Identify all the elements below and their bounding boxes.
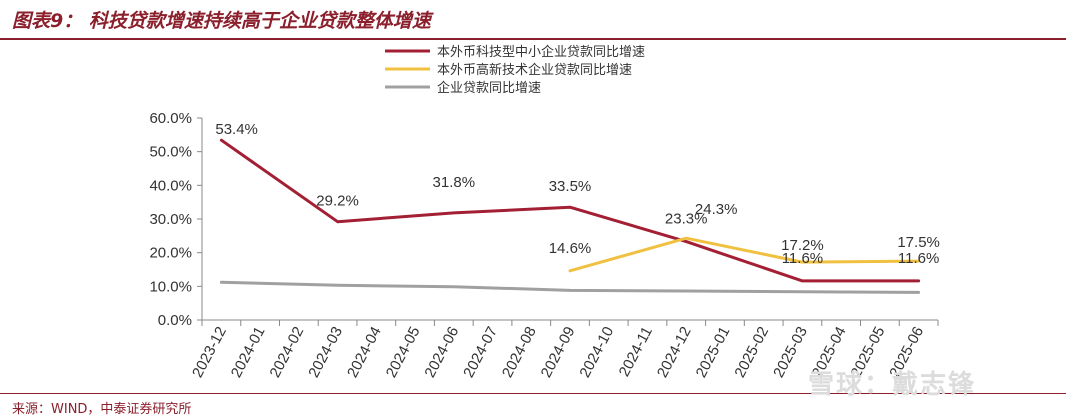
y-tick-label: 50.0% bbox=[149, 144, 192, 161]
data-label: 53.4% bbox=[215, 121, 258, 138]
x-tick-label: 2024-06 bbox=[421, 324, 462, 381]
y-tick-label: 40.0% bbox=[149, 177, 192, 194]
y-tick-label: 60.0% bbox=[149, 110, 192, 127]
y-tick-label: 0.0% bbox=[158, 312, 192, 329]
x-tick-label: 2024-11 bbox=[616, 324, 656, 380]
x-tick-label: 2025-01 bbox=[693, 324, 734, 381]
series-line bbox=[219, 280, 921, 294]
x-tick-label: 2024-05 bbox=[383, 324, 424, 381]
figure-title: 图表9： 科技贷款增速持续高于企业贷款整体增速 bbox=[12, 10, 431, 32]
x-tick-label: 2024-12 bbox=[654, 324, 695, 381]
data-label: 23.3% bbox=[665, 211, 708, 228]
x-tick-label: 2025-03 bbox=[770, 324, 811, 381]
x-tick-label: 2024-01 bbox=[228, 324, 269, 381]
data-label: 33.5% bbox=[549, 178, 592, 195]
data-label: 11.6% bbox=[782, 250, 823, 267]
x-tick-label: 2024-10 bbox=[576, 324, 617, 381]
series-line bbox=[568, 236, 921, 273]
x-tick-label: 2023-12 bbox=[189, 324, 230, 381]
data-label: 11.6% bbox=[898, 250, 939, 267]
x-tick-label: 2024-09 bbox=[538, 324, 579, 381]
watermark: 雪球：戴志锋 bbox=[808, 370, 977, 400]
x-tick-label: 2025-02 bbox=[731, 324, 772, 381]
x-tick-label: 2024-04 bbox=[344, 324, 385, 381]
x-tick-label: 2024-07 bbox=[460, 324, 501, 381]
y-tick-label: 10.0% bbox=[149, 278, 192, 295]
x-tick-label: 2024-03 bbox=[305, 324, 346, 381]
footer-divider bbox=[0, 393, 1066, 394]
data-label: 29.2% bbox=[316, 193, 359, 210]
series-line bbox=[219, 138, 921, 283]
y-tick-label: 30.0% bbox=[149, 211, 192, 228]
y-tick-label: 20.0% bbox=[149, 245, 192, 262]
x-tick-label: 2024-02 bbox=[267, 324, 308, 381]
source-note: 来源：WIND，中泰证券研究所 bbox=[12, 402, 192, 417]
data-label: 24.3% bbox=[695, 201, 738, 218]
title-divider bbox=[0, 38, 1066, 40]
data-label: 31.8% bbox=[433, 174, 476, 191]
legend-label: 本外币科技型中小企业贷款同比增速 bbox=[437, 44, 645, 60]
data-label: 17.5% bbox=[897, 234, 940, 251]
data-label: 14.6% bbox=[549, 240, 592, 257]
x-tick-label: 2024-08 bbox=[499, 324, 540, 381]
data-label: 17.2% bbox=[781, 237, 824, 254]
figure-title-bar: 图表9： 科技贷款增速持续高于企业贷款整体增速 bbox=[0, 0, 1066, 42]
legend-label: 企业贷款同比增速 bbox=[437, 80, 541, 96]
legend-label: 本外币高新技术企业贷款同比增速 bbox=[437, 62, 632, 78]
